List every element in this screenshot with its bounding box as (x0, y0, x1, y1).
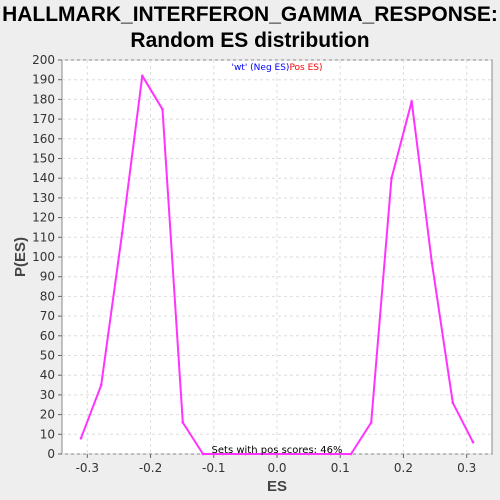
x-tick-label: 0.3 (457, 461, 476, 475)
y-tick-label: 90 (40, 270, 55, 284)
y-tick-label: 0 (47, 447, 55, 461)
y-tick-label: 150 (32, 152, 55, 166)
series-layer (79, 74, 475, 456)
data-point (275, 452, 279, 456)
x-tick-label: -0.3 (76, 461, 99, 475)
y-tick-label: 200 (32, 53, 55, 67)
y-axis-ticks: 0 10 20 30 40 50 60 70 80 90 100 110 120 130 140 150 160… (32, 53, 62, 461)
x-axis-ticks: -0.3 -0.2 -0.1 0.0 0.1 0.2 0.3 (76, 454, 476, 475)
data-point (329, 452, 333, 456)
chart-title-line2: Random ES distribution (130, 29, 370, 52)
data-point (430, 261, 434, 265)
data-point (349, 452, 353, 456)
x-tick-label: 0.2 (394, 461, 413, 475)
data-point (99, 383, 103, 387)
legend-entry-pos: Pos ES) (289, 63, 322, 73)
y-tick-label: 40 (40, 368, 55, 382)
y-tick-label: 70 (40, 309, 55, 323)
data-point (471, 440, 475, 444)
y-tick-label: 10 (40, 427, 55, 441)
plot-area (61, 59, 493, 455)
data-point (79, 436, 83, 440)
legend-entry-neg: 'wt' (Neg ES) (231, 63, 289, 73)
y-tick-label: 110 (32, 230, 55, 244)
x-tick-label: -0.2 (139, 461, 162, 475)
y-tick-label: 100 (32, 250, 55, 264)
pos-scores-annotation: Sets with pos scores: 46% (212, 445, 343, 456)
y-tick-label: 80 (40, 289, 55, 303)
x-tick-label: 0.0 (267, 461, 286, 475)
data-point (369, 421, 373, 424)
y-tick-label: 60 (40, 329, 55, 343)
data-point (221, 452, 225, 456)
y-tick-label: 140 (32, 171, 55, 185)
data-point (390, 176, 393, 180)
data-point (181, 421, 185, 424)
y-tick-label: 130 (32, 191, 55, 205)
data-point (410, 100, 413, 103)
y-tick-label: 190 (32, 73, 55, 87)
y-tick-label: 50 (40, 349, 55, 363)
x-tick-label: -0.1 (202, 461, 225, 475)
y-tick-label: 20 (40, 408, 55, 422)
y-axis-label: P(ES) (12, 237, 29, 277)
chart-title-line1: HALLMARK_INTERFERON_GAMMA_RESPONSE: (2, 3, 498, 26)
y-tick-label: 120 (32, 211, 55, 225)
x-tick-label: 0.1 (331, 461, 350, 475)
data-point (120, 232, 124, 235)
y-tick-label: 30 (40, 388, 55, 402)
data-point (307, 452, 310, 456)
data-point (451, 401, 455, 405)
data-point (244, 452, 247, 456)
x-axis-label: ES (267, 478, 287, 495)
data-point (201, 452, 205, 456)
y-tick-label: 170 (32, 112, 55, 126)
data-point (161, 107, 164, 111)
legend: 'wt' (Neg ES)Pos ES) (231, 63, 322, 73)
y-tick-label: 180 (32, 92, 55, 106)
data-point (141, 74, 144, 78)
y-tick-label: 160 (32, 132, 55, 146)
chart-title: HALLMARK_INTERFERON_GAMMA_RESPONSE: Rand… (0, 0, 500, 54)
